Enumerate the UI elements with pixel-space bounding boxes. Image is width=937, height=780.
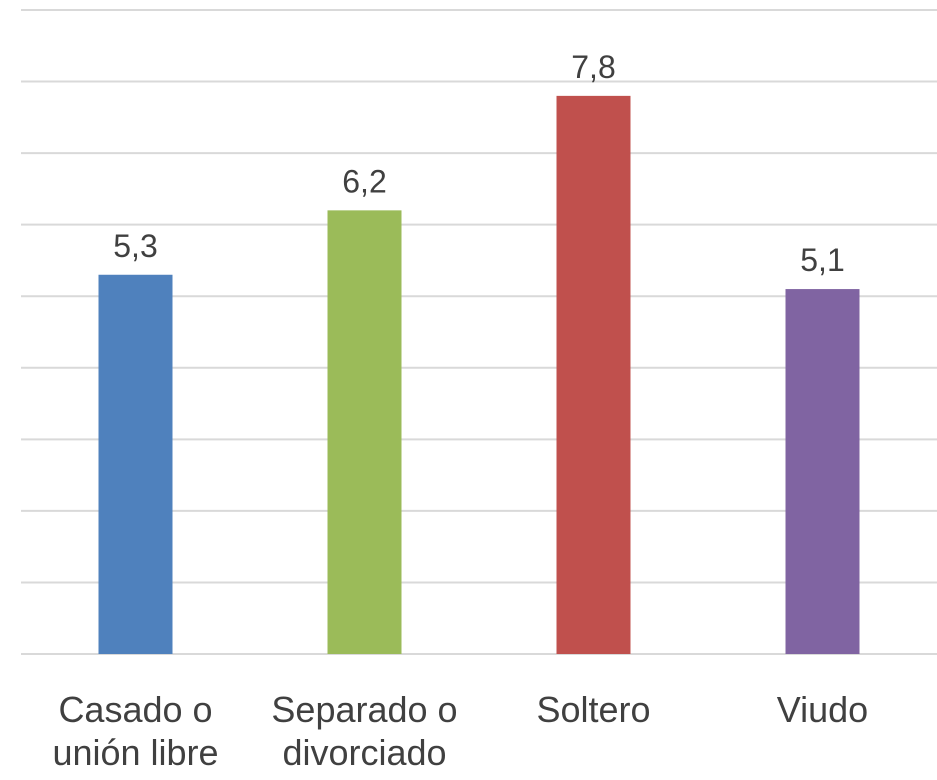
bar [556,95,631,654]
value-label: 5,1 [800,242,844,278]
bar [785,289,860,654]
value-label: 7,8 [571,49,615,85]
x-tick-label: Soltero [536,689,651,730]
bar [327,210,402,654]
x-tick-label: Viudo [776,689,869,730]
value-label: 6,2 [342,163,386,199]
x-tick-label: Separado o divorciado [271,689,458,774]
bar [98,274,173,654]
x-tick-label: Casado o unión libre [52,689,219,774]
value-label: 5,3 [113,228,157,264]
